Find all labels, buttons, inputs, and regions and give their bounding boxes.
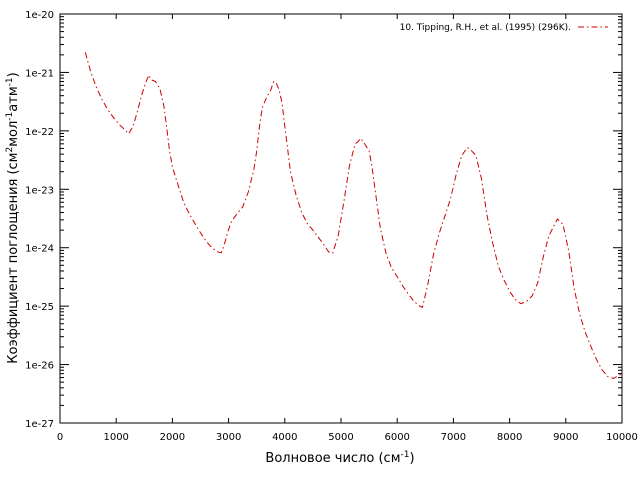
- y-tick-label: 1e-22: [25, 127, 54, 138]
- x-tick-label: 9000: [553, 432, 578, 443]
- y-tick-label: 1e-25: [25, 302, 54, 313]
- legend-entry-label: 10. Tipping, R.H., et al. (1995) (296K).: [400, 23, 571, 33]
- y-tick-label: 1e-27: [25, 419, 54, 430]
- y-axis-ticks: 1e-27 1e-26 1e-25 1e-24 1e-23 1e-22 1e-21 1e-20: [25, 10, 622, 430]
- x-axis-label: Волновое число (см-1): [265, 450, 414, 466]
- x-tick-label: 5000: [328, 432, 353, 443]
- x-tick-label: 0: [57, 432, 63, 443]
- y-tick-label: 1e-21: [25, 68, 54, 79]
- x-tick-label: 6000: [384, 432, 409, 443]
- legend: 10. Tipping, R.H., et al. (1995) (296K).: [400, 23, 608, 33]
- x-axis-ticks: 0 1000 2000 3000 4000 5000 6000 7000 8000 9000 100…: [57, 14, 638, 443]
- x-tick-label: 3000: [216, 432, 241, 443]
- x-tick-label: 1000: [103, 432, 128, 443]
- y-tick-label: 1e-23: [25, 185, 54, 196]
- x-tick-label: 8000: [497, 432, 522, 443]
- y-tick-label: 1e-24: [25, 244, 54, 255]
- series-layer: [84, 52, 623, 379]
- series-line-0: [84, 52, 623, 379]
- x-tick-label: 10000: [606, 432, 638, 443]
- y-tick-label: 1e-26: [25, 361, 54, 372]
- y-axis-label: Коэффициент поглощения (см2мол-1атм-1): [5, 72, 21, 363]
- x-tick-label: 2000: [160, 432, 185, 443]
- y-tick-label: 1e-20: [25, 10, 54, 21]
- x-tick-label: 4000: [272, 432, 297, 443]
- x-tick-label: 7000: [441, 432, 466, 443]
